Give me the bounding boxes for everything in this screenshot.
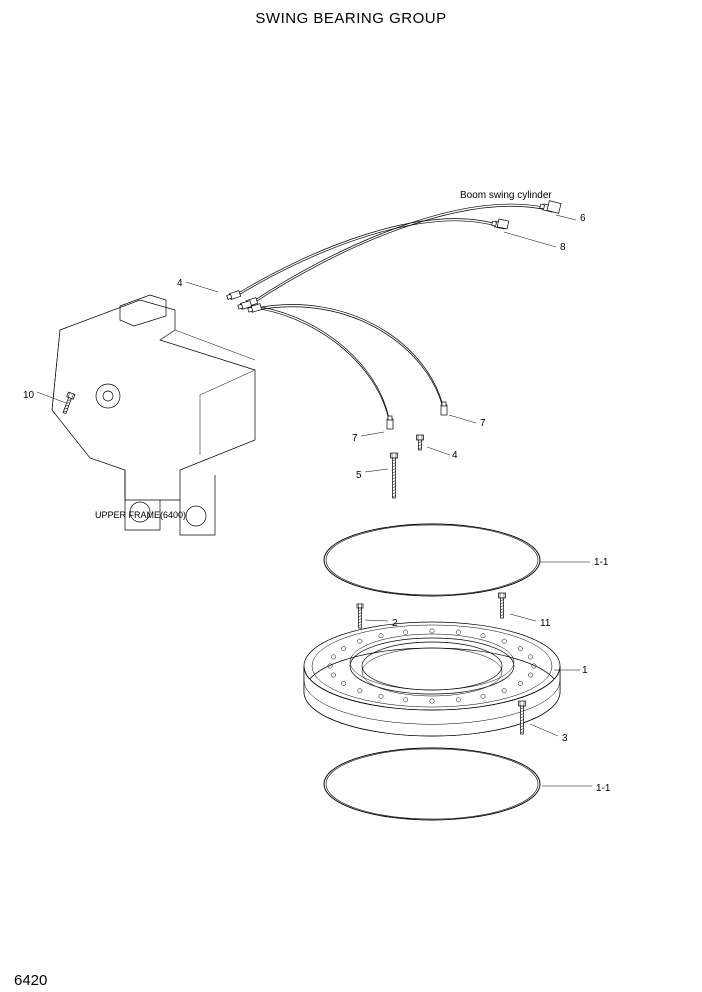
swing-bearing bbox=[304, 622, 560, 736]
callout-c4b: 4 bbox=[452, 450, 458, 461]
callout-c1-1a: 1-1 bbox=[594, 557, 608, 568]
callout-c4a: 4 bbox=[177, 278, 183, 289]
page-title: SWING BEARING GROUP bbox=[0, 10, 702, 27]
page-number: 6420 bbox=[14, 972, 47, 989]
label-boom-cyl: Boom swing cylinder bbox=[460, 190, 552, 201]
callout-c10: 10 bbox=[23, 390, 34, 401]
callout-c5: 5 bbox=[356, 470, 362, 481]
callout-c1: 1 bbox=[582, 665, 588, 676]
hose-fittings bbox=[226, 203, 553, 429]
callout-c6: 6 bbox=[580, 213, 586, 224]
callout-c7a: 7 bbox=[480, 418, 486, 429]
diagram-page: SWING BEARING GROUP bbox=[0, 0, 702, 992]
bolts bbox=[61, 392, 525, 734]
callout-c2: 2 bbox=[392, 618, 398, 629]
callout-leaders bbox=[37, 215, 592, 786]
callout-c3: 3 bbox=[562, 733, 568, 744]
upper-frame-outline bbox=[52, 295, 255, 535]
callout-c8: 8 bbox=[560, 242, 566, 253]
callout-c1-1b: 1-1 bbox=[596, 783, 610, 794]
callout-c11: 11 bbox=[540, 618, 550, 629]
seal-ring-bottom bbox=[324, 748, 540, 820]
boom-cyl-fitting bbox=[497, 201, 561, 229]
callout-c7b: 7 bbox=[352, 433, 358, 444]
label-upper-frame: UPPER FRAME(6400) bbox=[95, 510, 186, 520]
seal-ring-top bbox=[324, 524, 540, 596]
diagram-svg bbox=[0, 0, 702, 992]
hoses bbox=[235, 204, 548, 426]
